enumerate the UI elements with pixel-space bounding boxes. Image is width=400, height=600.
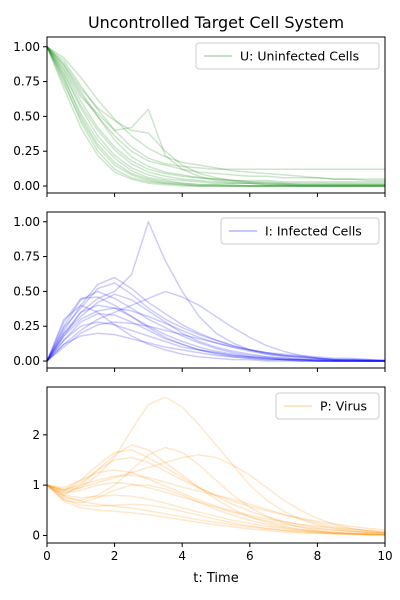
virus-legend-label: P: Virus — [320, 399, 367, 414]
uninfected-legend-box — [195, 42, 380, 70]
infected-series-line-6 — [46, 296, 385, 362]
virus-xtick-label: 10 — [377, 549, 392, 563]
uninfected-ytick-label: 0.75 — [13, 75, 40, 89]
virus-legend: P: Virus — [275, 392, 380, 420]
uninfected-legend-label: U: Uninfected Cells — [240, 49, 359, 64]
virus-series-line-12 — [46, 484, 385, 536]
virus-xtick-label: 2 — [111, 549, 119, 563]
uninfected-series-line-9 — [46, 46, 385, 187]
virus-legend-box — [275, 392, 380, 420]
uninfected-axes-frame — [46, 36, 386, 194]
infected-ytick-label: 0.25 — [13, 319, 40, 333]
virus-series-line-7 — [46, 484, 386, 536]
virus-series-line-2 — [46, 449, 386, 534]
panel-infected: 0.00 0.25 0.50 0.75 1.00 I: Infected Cells — [13, 211, 386, 372]
virus-series-line-6 — [46, 481, 386, 534]
uninfected-series-line-4 — [46, 46, 385, 186]
panel-uninfected: 0.00 0.25 0.50 0.75 1.00 U: Uninfected Cells — [13, 36, 386, 197]
virus-series-line-1 — [46, 396, 386, 535]
virus-ytick-label: 1 — [32, 478, 40, 492]
infected-series-line-13 — [46, 282, 386, 362]
infected-legend-box — [220, 217, 380, 245]
uninfected-ytick-label: 0.50 — [13, 109, 40, 123]
infected-series-line-3 — [46, 290, 385, 362]
virus-ytick-label: 2 — [32, 428, 40, 442]
virus-xtick-label: 8 — [314, 549, 322, 563]
infected-ytick-label: 1.00 — [13, 215, 40, 229]
virus-series-line-10 — [46, 484, 385, 536]
infected-series-line-2 — [46, 276, 385, 362]
virus-axes-frame — [46, 386, 386, 544]
uninfected-legend: U: Uninfected Cells — [195, 42, 380, 70]
uninfected-series-line-7 — [46, 46, 385, 186]
infected-legend-label: I: Infected Cells — [265, 224, 362, 239]
infected-ytick-label: 0.00 — [13, 354, 40, 368]
x-axis-label: t: Time — [193, 571, 238, 586]
virus-xtick-label: 4 — [178, 549, 186, 563]
infected-ytick-label: 0.75 — [13, 250, 40, 264]
virus-series-line-13 — [46, 474, 386, 534]
uninfected-series-line-13 — [46, 46, 385, 185]
infected-series-line-11 — [46, 293, 385, 362]
infected-series-line-12 — [46, 321, 385, 362]
uninfected-series-line-14 — [46, 46, 385, 187]
infected-series-line-10 — [46, 321, 385, 362]
infected-series-line-5 — [46, 312, 385, 362]
uninfected-series-line-10 — [46, 46, 385, 182]
uninfected-ytick-label: 1.00 — [13, 40, 40, 54]
virus-series-line-14 — [46, 484, 385, 536]
uninfected-series-line-8 — [46, 46, 385, 187]
uninfected-series-line-3 — [46, 46, 385, 183]
uninfected-series-line-5 — [46, 46, 385, 187]
infected-series-line-8 — [46, 307, 386, 362]
infected-series-line-14 — [46, 332, 385, 362]
infected-series-line-1 — [46, 221, 385, 362]
uninfected-series-line-6 — [46, 46, 385, 187]
panels: 0.000.250.500.751.00U: Uninfected Cells0… — [13, 36, 393, 563]
virus-ytick-label: 0 — [32, 528, 40, 542]
virus-series-line-5 — [46, 446, 386, 536]
virus-series-line-8 — [46, 469, 386, 533]
uninfected-series-line-12 — [46, 46, 385, 187]
uninfected-series-line-11 — [46, 46, 385, 186]
virus-series-line-3 — [46, 444, 386, 536]
virus-series-line-11 — [46, 456, 386, 531]
infected-series-line-7 — [46, 290, 385, 362]
panel-virus: 0 1 2 0 2 4 6 8 10 P: Virus — [32, 386, 393, 563]
uninfected-ytick-label: 0.00 — [13, 179, 40, 193]
uninfected-series-line-2 — [46, 46, 385, 180]
infected-series-line-4 — [46, 304, 385, 362]
uninfected-series-line-1 — [46, 46, 385, 171]
infected-axes-frame — [46, 211, 386, 369]
infected-legend: I: Infected Cells — [220, 217, 380, 245]
virus-xtick-label: 0 — [43, 549, 51, 563]
infected-ytick-label: 0.50 — [13, 284, 40, 298]
virus-series-line-9 — [46, 484, 386, 536]
virus-series-line-4 — [46, 454, 386, 534]
uninfected-ytick-label: 0.25 — [13, 144, 40, 158]
virus-xtick-label: 6 — [246, 549, 254, 563]
figure-title: Uncontrolled Target Cell System — [88, 13, 344, 32]
infected-series-line-9 — [46, 304, 385, 362]
